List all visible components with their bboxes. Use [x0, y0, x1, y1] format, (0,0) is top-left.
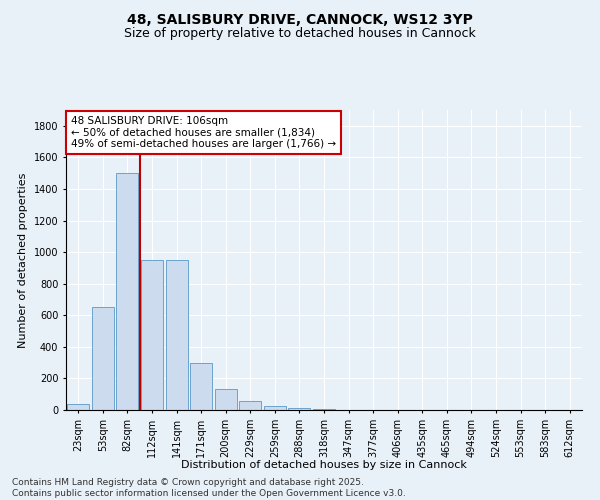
Bar	[289, 408, 310, 410]
Bar	[67, 404, 89, 410]
Text: Size of property relative to detached houses in Cannock: Size of property relative to detached ho…	[124, 28, 476, 40]
Bar	[141, 260, 163, 410]
Text: Contains HM Land Registry data © Crown copyright and database right 2025.
Contai: Contains HM Land Registry data © Crown c…	[12, 478, 406, 498]
Y-axis label: Number of detached properties: Number of detached properties	[18, 172, 28, 348]
Bar	[215, 390, 237, 410]
Bar	[116, 173, 139, 410]
Bar	[239, 400, 262, 410]
Bar	[313, 409, 335, 410]
Bar	[190, 364, 212, 410]
Text: 48 SALISBURY DRIVE: 106sqm
← 50% of detached houses are smaller (1,834)
49% of s: 48 SALISBURY DRIVE: 106sqm ← 50% of deta…	[71, 116, 336, 149]
Bar	[166, 260, 188, 410]
Text: 48, SALISBURY DRIVE, CANNOCK, WS12 3YP: 48, SALISBURY DRIVE, CANNOCK, WS12 3YP	[127, 12, 473, 26]
Bar	[264, 406, 286, 410]
Bar	[92, 308, 114, 410]
X-axis label: Distribution of detached houses by size in Cannock: Distribution of detached houses by size …	[181, 460, 467, 470]
